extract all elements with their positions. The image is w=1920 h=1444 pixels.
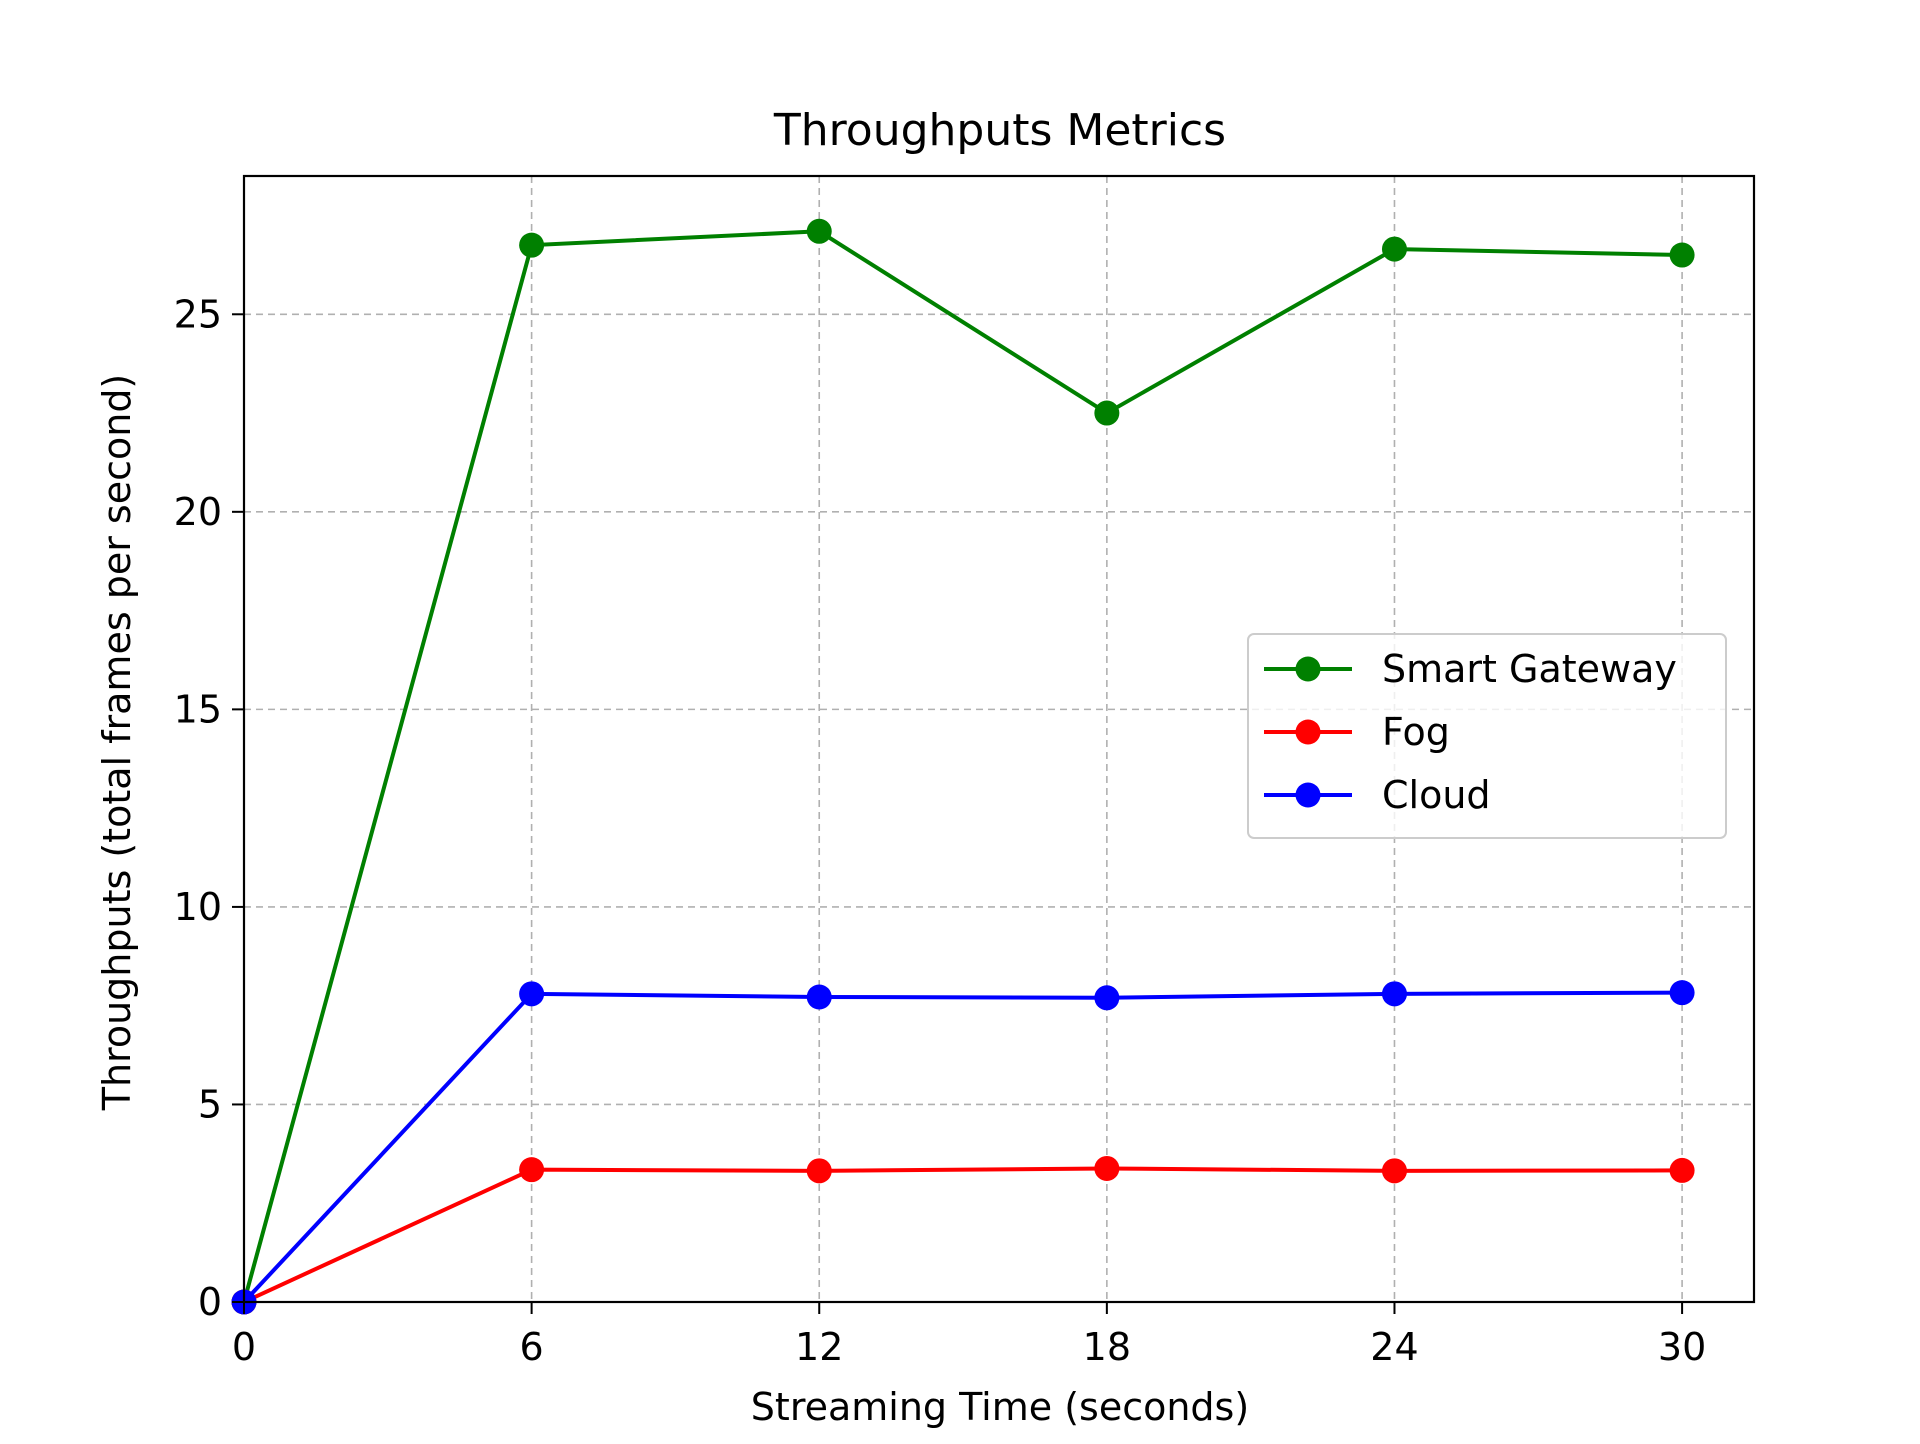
y-axis-label: Throughputs (total frames per second)	[95, 374, 139, 1112]
data-point-fog	[806, 1158, 832, 1184]
legend-marker-fog	[1295, 719, 1321, 745]
data-point-fog	[519, 1157, 545, 1183]
x-tick-label: 24	[1370, 1325, 1418, 1369]
y-tick-label: 5	[198, 1082, 222, 1126]
series-line-cloud	[242, 990, 1683, 1304]
series-smart-gateway	[231, 218, 1695, 1315]
series-line-fog	[243, 1166, 1683, 1304]
x-tick-label: 18	[1083, 1325, 1131, 1369]
y-tick-label: 25	[174, 292, 222, 336]
series-cloud	[231, 980, 1695, 1315]
legend-label-cloud: Cloud	[1382, 773, 1491, 817]
chart-title: Throughputs Metrics	[773, 105, 1226, 156]
plot-frame	[242, 174, 1756, 1304]
data-point-cloud	[1669, 980, 1695, 1006]
legend-item-cloud: Cloud	[1264, 773, 1491, 817]
series-line-smart-gateway	[242, 229, 1683, 1303]
legend-item-smart-gateway: Smart Gateway	[1264, 647, 1677, 691]
x-tick-label: 30	[1658, 1325, 1706, 1369]
data-point-fog	[1094, 1155, 1120, 1181]
data-point-smart-gateway	[806, 218, 832, 244]
data-point-smart-gateway	[1381, 236, 1407, 262]
x-axis-label: Streaming Time (seconds)	[751, 1385, 1249, 1429]
x-tick-label: 6	[520, 1325, 544, 1369]
data-point-cloud	[519, 981, 545, 1007]
y-tick-label: 0	[198, 1280, 222, 1324]
legend-item-fog: Fog	[1264, 710, 1450, 754]
legend: Smart Gateway Fog Cloud	[1247, 633, 1727, 839]
data-point-cloud	[1381, 981, 1407, 1007]
data-point-smart-gateway	[1669, 242, 1695, 268]
y-tick-label: 15	[174, 687, 222, 731]
data-point-fog	[1669, 1157, 1695, 1183]
data-point-smart-gateway	[519, 232, 545, 258]
data-point-cloud	[806, 984, 832, 1010]
legend-label-fog: Fog	[1382, 710, 1450, 754]
data-point-cloud	[1094, 985, 1120, 1011]
x-tick-label: 12	[795, 1325, 843, 1369]
legend-marker-cloud	[1295, 782, 1321, 808]
legend-marker-smart-gateway	[1295, 656, 1321, 682]
data-point-fog	[1381, 1158, 1407, 1184]
legend-label-smart-gateway: Smart Gateway	[1382, 647, 1677, 691]
axes: 0 6 12 18 24 30 0 5 10 15 20 25	[174, 292, 1707, 1369]
series-group	[231, 218, 1695, 1315]
y-tick-label: 10	[174, 885, 222, 929]
data-point-smart-gateway	[1094, 400, 1120, 426]
y-tick-label: 20	[174, 490, 222, 534]
legend-box	[1247, 633, 1727, 839]
x-tick-label: 0	[232, 1325, 256, 1369]
